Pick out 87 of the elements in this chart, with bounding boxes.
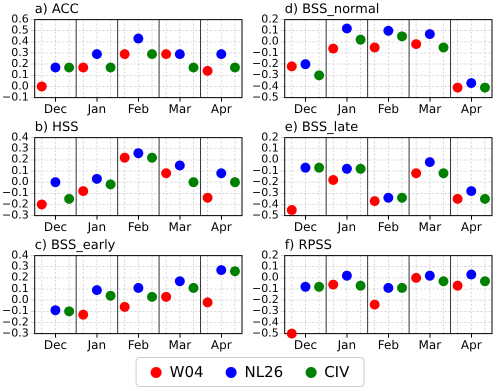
x-tick-label: Mar: [418, 338, 442, 352]
y-tick-label: 0.0: [261, 270, 279, 284]
x-tick-label: Apr: [460, 338, 482, 352]
y-tick-label: −0.2: [252, 175, 279, 188]
x-tick-label: Dec: [294, 102, 318, 116]
y-tick-label: −0.5: [252, 208, 279, 222]
y-tick-label: −0.1: [252, 164, 279, 177]
x-tick-label: Apr: [460, 102, 482, 116]
y-tick-label: −0.4: [252, 197, 279, 210]
y-tick-label: −0.5: [252, 90, 279, 104]
y-tick-label: −0.1: [252, 282, 279, 295]
x-tick-label: Feb: [378, 102, 399, 116]
y-tick-label: 0.1: [11, 282, 29, 295]
x-tick-label: Jan: [336, 338, 356, 352]
y-tick-label: 0.2: [11, 57, 29, 70]
y-tick-label: 0.2: [261, 248, 279, 262]
x-tick-label: Mar: [418, 102, 442, 116]
chart-title: a) ACC: [34, 2, 79, 18]
y-tick-label: 0.3: [11, 260, 29, 273]
legend-label: W04: [170, 363, 204, 381]
y-tick-label: 0.1: [261, 260, 279, 273]
y-tick-label: 0.2: [261, 12, 279, 26]
x-tick-label: Apr: [460, 220, 482, 234]
y-tick-label: 0.0: [11, 293, 29, 306]
x-tick-label: Dec: [294, 338, 318, 352]
y-tick-label: 0.1: [11, 68, 29, 82]
y-tick-label: 0.0: [261, 152, 279, 166]
x-tick-label: Mar: [168, 220, 192, 234]
legend-label: CIV: [324, 363, 350, 381]
x-tick-label: Jan: [336, 220, 356, 234]
x-tick-label: Feb: [378, 338, 399, 352]
y-tick-label: −0.4: [252, 79, 279, 92]
y-tick-label: −0.2: [252, 57, 279, 70]
y-tick-label: −0.1: [2, 90, 29, 104]
x-tick-label: Mar: [418, 220, 442, 234]
y-tick-label: −0.3: [252, 186, 279, 200]
x-tick-label: Jan: [336, 102, 356, 116]
chart-title: e) BSS_late: [284, 120, 358, 136]
x-tick-label: Feb: [128, 102, 149, 116]
y-tick-label: −0.1: [2, 186, 29, 200]
chart-title: c) BSS_early: [34, 238, 116, 254]
y-tick-label: 0.5: [11, 24, 29, 37]
x-tick-label: Feb: [128, 220, 149, 234]
y-tick-label: 0.1: [11, 164, 29, 177]
chart-title: b) HSS: [34, 120, 78, 136]
x-tick-label: Dec: [294, 220, 318, 234]
y-tick-label: 0.4: [11, 248, 29, 262]
x-tick-label: Dec: [44, 102, 68, 116]
y-tick-label: 0.6: [11, 12, 29, 26]
y-tick-label: 0.1: [261, 24, 279, 37]
y-tick-label: −0.2: [252, 293, 279, 306]
y-tick-label: −0.3: [2, 326, 29, 340]
x-tick-label: Apr: [210, 102, 232, 116]
x-tick-label: Jan: [86, 102, 106, 116]
y-tick-label: 0.0: [261, 34, 279, 48]
x-tick-label: Dec: [44, 220, 68, 234]
y-tick-label: −0.2: [2, 197, 29, 210]
x-tick-label: Apr: [210, 338, 232, 352]
y-tick-label: 0.0: [11, 79, 29, 92]
x-tick-label: Feb: [128, 338, 149, 352]
y-tick-label: −0.4: [252, 315, 279, 328]
y-tick-label: 0.2: [11, 152, 29, 166]
chart-title: d) BSS_normal: [284, 2, 380, 18]
y-tick-label: 0.2: [11, 270, 29, 284]
x-tick-label: Mar: [168, 338, 192, 352]
y-tick-label: 0.1: [261, 142, 279, 155]
y-tick-label: −0.5: [252, 326, 279, 340]
x-tick-label: Jan: [86, 220, 106, 234]
y-tick-label: −0.3: [252, 304, 279, 318]
x-tick-label: Jan: [86, 338, 106, 352]
y-tick-label: 0.4: [11, 130, 29, 144]
legend-label: NL26: [244, 363, 284, 381]
y-tick-label: −0.1: [2, 304, 29, 318]
y-tick-label: −0.1: [252, 46, 279, 59]
y-tick-label: −0.3: [252, 68, 279, 82]
chart-title: f) RPSS: [284, 238, 332, 254]
y-tick-label: −0.3: [2, 208, 29, 222]
x-tick-label: Dec: [44, 338, 68, 352]
x-tick-label: Mar: [168, 102, 192, 116]
y-tick-label: 0.3: [11, 142, 29, 155]
x-tick-label: Feb: [378, 220, 399, 234]
x-tick-label: Apr: [210, 220, 232, 234]
y-tick-label: 0.2: [261, 130, 279, 144]
y-tick-label: 0.4: [11, 34, 29, 48]
y-tick-label: −0.2: [2, 315, 29, 328]
y-tick-label: 0.3: [11, 46, 29, 59]
y-tick-label: 0.0: [11, 175, 29, 188]
